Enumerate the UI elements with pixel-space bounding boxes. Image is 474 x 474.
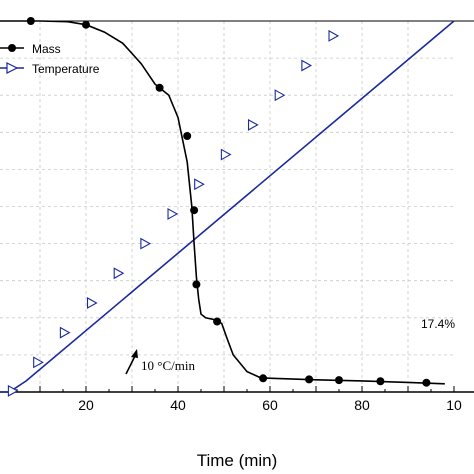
legend-mass-marker — [8, 44, 16, 52]
mass-marker — [213, 317, 222, 326]
legend-temperature-label: Temperature — [32, 62, 100, 76]
temperature-marker — [247, 118, 259, 131]
mass-marker — [183, 132, 192, 141]
axes — [0, 20, 474, 393]
legend-mass-label: Mass — [32, 42, 61, 56]
legend-temperature-marker — [6, 62, 19, 74]
mass-marker — [422, 378, 431, 387]
grid — [0, 21, 454, 392]
mass-marker — [305, 375, 314, 384]
x-tick-labels: 20 40 60 80 10 — [78, 397, 462, 413]
series-layer — [0, 17, 455, 397]
x-axis-label: Time (min) — [197, 451, 278, 470]
temperature-marker — [328, 29, 340, 42]
temperature-marker — [113, 267, 125, 280]
heating-rate-arrowhead — [131, 349, 138, 358]
x-tick-label: 80 — [354, 397, 370, 413]
heating-rate-arrow — [125, 355, 136, 375]
final-mass-annotation: 17.4% — [421, 317, 455, 331]
temperature-marker — [274, 89, 286, 102]
temperature-marker — [33, 356, 44, 369]
mass-marker — [192, 280, 201, 289]
heating-rate-annotation: 10 °C/min — [125, 349, 195, 375]
x-tick-label: 10 — [446, 397, 462, 413]
heating-rate-label: 10 °C/min — [141, 358, 195, 373]
x-tick-label: 60 — [262, 397, 278, 413]
temperature-marker — [140, 237, 152, 250]
mass-marker — [335, 376, 343, 385]
x-tick-label: 40 — [170, 397, 186, 413]
mass-marker — [259, 374, 268, 383]
temperature-marker — [194, 178, 205, 191]
temperature-marker — [301, 59, 313, 72]
temperature-marker — [220, 148, 232, 161]
temperature-marker — [7, 384, 19, 397]
temperature-marker — [167, 207, 179, 220]
temperature-marker — [59, 326, 71, 339]
mass-marker — [376, 377, 385, 386]
mass-marker — [190, 206, 199, 215]
mass-marker — [82, 20, 90, 29]
temperature-marker — [86, 297, 98, 309]
mass-marker — [26, 17, 35, 25]
mass-marker — [155, 83, 164, 92]
x-tick-label: 20 — [78, 397, 94, 413]
legend: Mass Temperature — [0, 42, 100, 76]
